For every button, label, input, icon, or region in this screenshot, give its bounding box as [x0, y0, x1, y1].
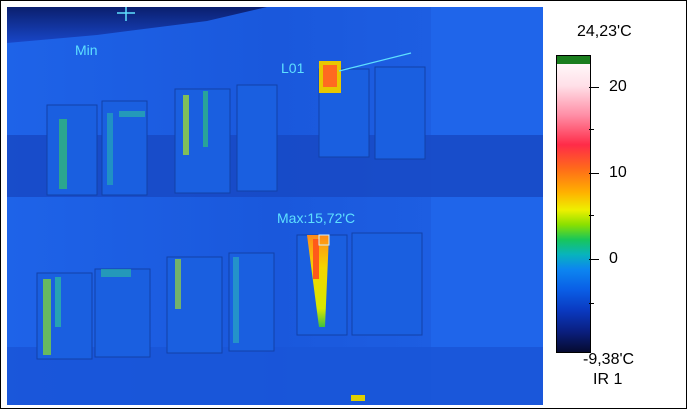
tick-label: 10: [609, 164, 627, 181]
bottom-warm-spot: [351, 395, 365, 401]
scale-ticks: [589, 55, 609, 351]
tick-minor: [589, 215, 594, 216]
lower-windows: [36, 232, 423, 360]
image-id-label: IR 1: [593, 371, 623, 388]
thermal-image: Min L01 Max:15,72'C: [7, 7, 543, 405]
upper-warm-edges: [59, 91, 208, 189]
scale-max-temp: 24,23'C: [577, 23, 632, 40]
min-marker-label: Min: [75, 42, 98, 58]
color-palette-bar: [556, 55, 591, 353]
lower-hot-core: [313, 239, 319, 279]
palette-saturation-band: [557, 56, 590, 64]
sky-region: [7, 7, 267, 43]
thermal-image-svg: [7, 7, 543, 405]
temperature-scale: 24,23'C 20 10 0 -9,38'C IR 1: [547, 13, 683, 405]
facade-column: [431, 7, 543, 405]
scale-min-temp: -9,38'C: [583, 351, 635, 368]
lower-hot-strip: [307, 235, 329, 327]
l01-measurement-line: [338, 52, 412, 72]
lower-warm-edges: [43, 257, 239, 355]
max-marker-box: [318, 234, 330, 246]
tick-minor: [589, 129, 594, 130]
max-marker-label: Max:15,72'C: [277, 210, 356, 226]
upper-windows: [46, 66, 426, 196]
tick-major: [589, 173, 599, 174]
line-l01-label: L01: [281, 60, 305, 76]
tick-major: [589, 87, 599, 88]
tick-major: [589, 259, 599, 260]
min-crosshair: [117, 7, 135, 21]
tick-minor: [589, 303, 594, 304]
upper-hot-core: [323, 65, 337, 87]
tick-label: 20: [609, 78, 627, 95]
tick-label: 0: [609, 250, 618, 267]
